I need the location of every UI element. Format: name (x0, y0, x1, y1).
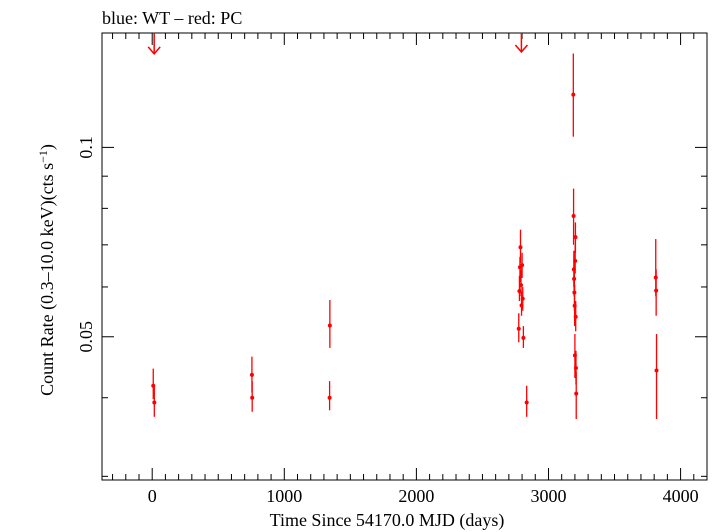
upper-limit-arrow-head (147, 46, 161, 56)
axis-tick-labels: 0 1000 2000 3000 4000 0.05 0.1 (76, 136, 699, 506)
y-tick-label: 0.1 (76, 136, 96, 159)
data-point (520, 263, 525, 268)
data-point (573, 235, 578, 240)
data-point (571, 213, 576, 218)
x-tick-label: 1000 (266, 486, 302, 506)
upper-limit-arrow-head (514, 44, 528, 54)
data-point (573, 314, 578, 319)
data-point (520, 296, 525, 301)
data-point (518, 245, 523, 250)
data-point (654, 288, 659, 293)
x-tick-label: 2000 (398, 486, 434, 506)
data-point (571, 92, 576, 97)
y-axis-label: Count Rate (0.3–10.0 keV)(cts s−1) (36, 144, 58, 396)
axis-ticks (102, 33, 708, 480)
data-point (573, 258, 578, 263)
data-point (249, 372, 254, 377)
chart-title: blue: WT – red: PC (102, 8, 242, 28)
data-point (250, 395, 255, 400)
x-tick-label: 3000 (530, 486, 566, 506)
y-tick-label: 0.05 (76, 321, 96, 353)
data-point (524, 400, 529, 405)
upper-limit-marks (147, 33, 528, 56)
data-point (327, 323, 332, 328)
data-point (521, 335, 526, 340)
data-point (152, 400, 157, 405)
data-point (327, 395, 332, 400)
y-axis-label-superscript: −1 (36, 150, 50, 163)
data-point (519, 283, 524, 288)
data-marks (151, 53, 659, 420)
x-axis-label: Time Since 54170.0 MJD (days) (270, 510, 505, 531)
y-axis-label-main: Count Rate (0.3–10.0 keV)(cts s (37, 163, 58, 396)
x-tick-label: 0 (148, 486, 157, 506)
y-axis-label-suffix: ) (37, 144, 58, 150)
x-tick-label: 4000 (663, 486, 699, 506)
plot-frame (101, 32, 708, 481)
data-point (573, 365, 578, 370)
data-point (516, 326, 521, 331)
data-point (574, 391, 579, 396)
data-point (654, 368, 659, 373)
